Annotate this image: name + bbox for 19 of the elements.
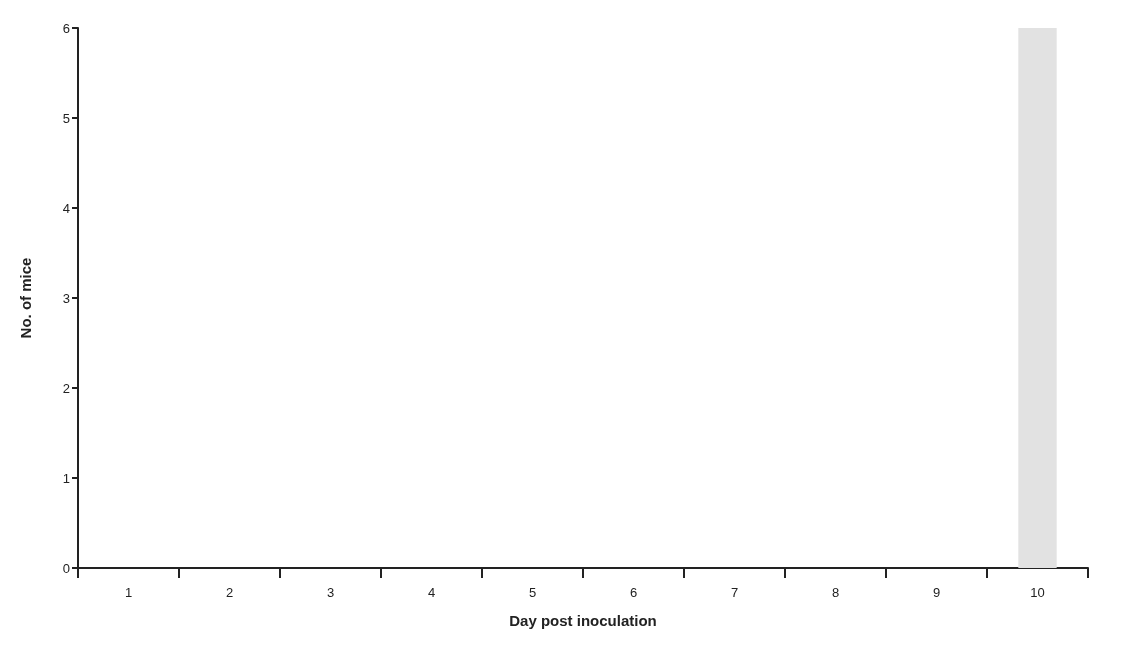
x-tick-label: 4 [427,585,436,600]
x-axis-title: Day post inoculation [509,612,657,629]
x-tick-label: 10 [1030,585,1045,600]
x-tick-label: 6 [629,585,638,600]
x-tick-label: 2 [225,585,234,600]
x-tick-label: 7 [730,585,739,600]
y-tick-label: 2 [62,380,70,396]
y-tick-label: 3 [62,290,70,306]
y-tick-label: 0 [62,560,70,576]
x-tick-label: 9 [932,585,941,600]
x-tick-label: 3 [326,585,335,600]
y-tick-label: 4 [62,200,70,216]
x-tick-label: 8 [831,585,840,600]
x-tick-label: 1 [124,585,133,600]
x-tick-label: 5 [528,585,537,600]
y-tick-label: 1 [62,470,70,486]
y-axis-title: No. of mice [17,257,34,339]
y-tick-label: 5 [62,110,70,126]
y-tick-label: 6 [62,20,70,36]
